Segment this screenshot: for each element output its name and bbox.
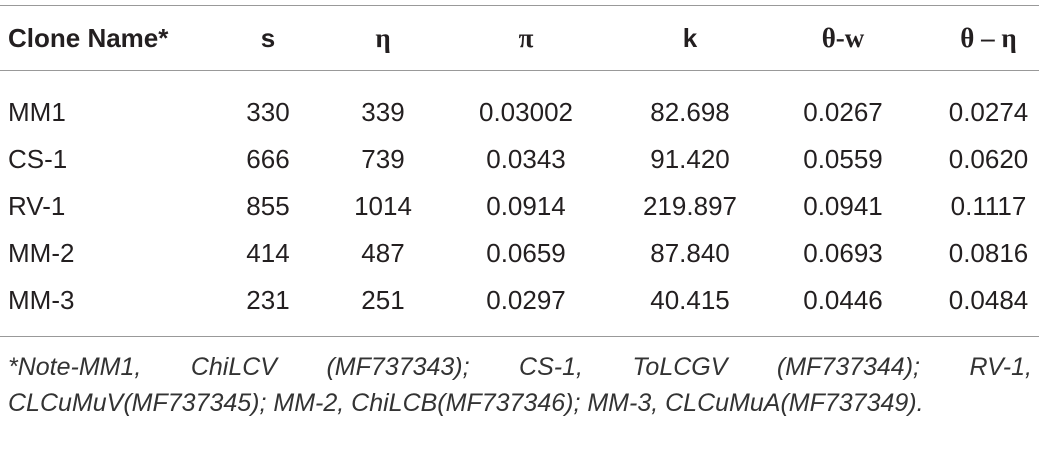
table-cell: 0.0659 [486, 238, 566, 268]
header-cell: s [260, 22, 276, 53]
table-cell: RV-1 [8, 191, 66, 221]
table-cell: 414 [246, 238, 290, 268]
table-cell: 739 [361, 144, 405, 174]
table-cell: 0.0484 [948, 285, 1029, 315]
header-row: Clone Name* s η π k θ-w θ – η [0, 5, 1039, 71]
data-table: Clone Name* s η π k θ-w θ – η MM1 330 339 0.03002… [0, 5, 1039, 337]
table-row: MM-2 414 487 0.0659 87.840 0.0693 0.0816 [0, 230, 1039, 277]
table-cell: MM-3 [8, 285, 75, 315]
header-cell: θ-w [821, 22, 865, 53]
table-cell: MM-2 [8, 238, 75, 268]
table-body: MM1 330 339 0.03002 82.698 0.0267 0.0274 CS-1 66… [0, 71, 1039, 337]
table-cell: 0.0816 [948, 238, 1029, 268]
table-cell: 0.1117 [950, 191, 1027, 221]
table-cell: 0.0274 [948, 97, 1029, 127]
table-cell: 231 [246, 285, 290, 315]
table-row: CS-1 666 739 0.0343 91.420 0.0559 0.0620 [0, 136, 1039, 183]
table-cell: 0.0620 [948, 144, 1029, 174]
table-row: RV-1 855 1014 0.0914 219.897 0.0941 0.1117 [0, 183, 1039, 230]
table-cell: 0.0343 [486, 144, 566, 174]
table-cell: 219.897 [643, 191, 737, 221]
table-cell: 1014 [354, 191, 412, 221]
table-cell: 0.0914 [486, 191, 566, 221]
table-cell: 0.0446 [803, 285, 883, 315]
header-cell: k [682, 22, 698, 53]
table-cell: 339 [361, 97, 405, 127]
header-cell: π [518, 22, 534, 53]
table-cell: 91.420 [650, 144, 730, 174]
table-cell: 0.0559 [803, 144, 883, 174]
table-cell: 0.0941 [803, 191, 883, 221]
header-cell: θ – η [960, 22, 1017, 53]
table-cell: 666 [246, 144, 290, 174]
table-row: MM-3 231 251 0.0297 40.415 0.0446 0.0484 [0, 277, 1039, 337]
table-cell: 40.415 [650, 285, 730, 315]
footnote: *Note-MM1, ChiLCV (MF737343); CS-1, ToLC… [8, 353, 1032, 417]
table-cell: 330 [246, 97, 290, 127]
table-cell: 0.0693 [803, 238, 883, 268]
header-cell: η [375, 22, 391, 53]
table-cell: 0.0267 [803, 97, 883, 127]
table-cell: 0.0297 [486, 285, 566, 315]
table-cell: CS-1 [8, 144, 68, 174]
table-cell: MM1 [8, 97, 66, 127]
table-cell: 0.03002 [479, 97, 573, 127]
table-cell: 82.698 [650, 97, 730, 127]
table-cell: 251 [361, 285, 405, 315]
table-row: MM1 330 339 0.03002 82.698 0.0267 0.0274 [0, 71, 1039, 137]
table-cell: 487 [361, 238, 405, 268]
table-cell: 87.840 [650, 238, 730, 268]
header-cell: Clone Name* [8, 22, 169, 53]
table-cell: 855 [246, 191, 290, 221]
